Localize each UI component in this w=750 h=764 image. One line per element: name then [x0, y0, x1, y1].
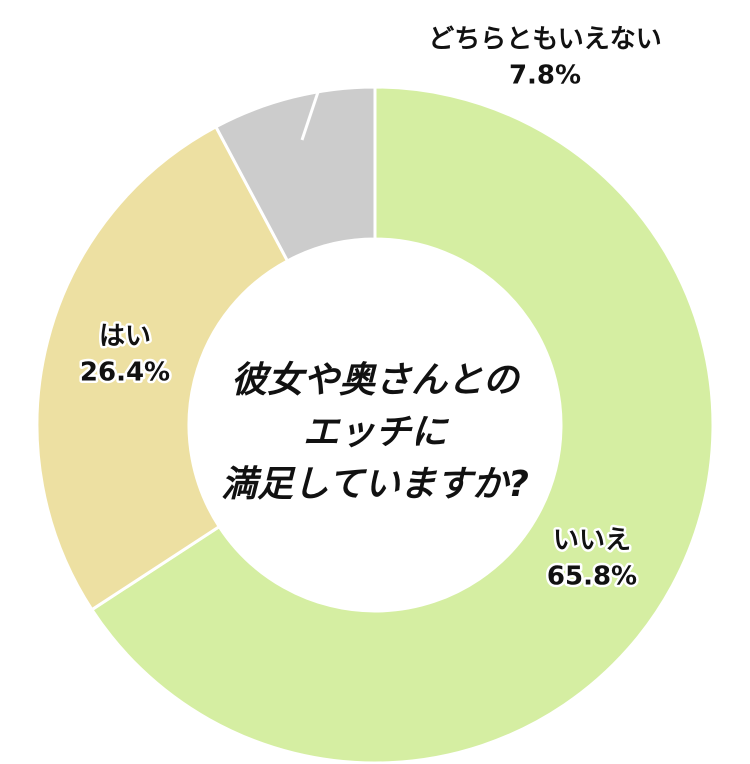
donut-segment [35, 124, 290, 612]
slice-label: どちらともいえない [428, 25, 661, 55]
leader-line [300, 91, 320, 141]
center-title: エッチに [303, 412, 450, 453]
slice-label: はい [99, 322, 151, 352]
donut-segment [89, 85, 715, 764]
value-label: 65.8% [547, 562, 637, 592]
donut-segment [213, 85, 377, 263]
value-label: 26.4% [80, 358, 170, 388]
slice-label: いいえ [553, 526, 631, 556]
value-label: 7.8% [509, 61, 581, 91]
center-title: 満足していますか? [221, 464, 529, 505]
center-title: 彼女や奥さんとの [231, 360, 521, 401]
